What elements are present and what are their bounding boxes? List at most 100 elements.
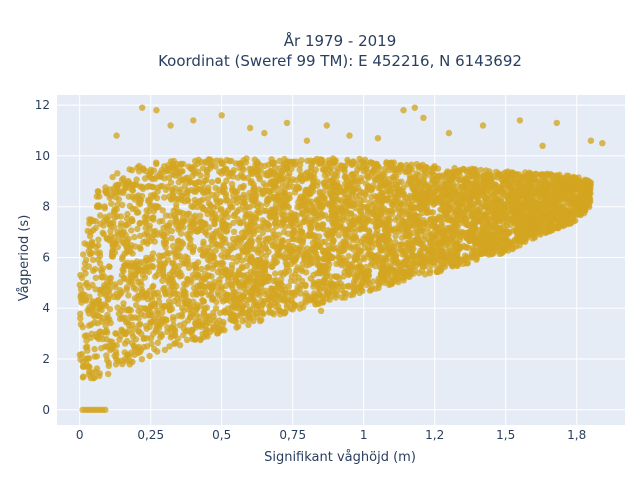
data-point [165, 174, 173, 181]
data-point [188, 203, 195, 210]
data-point [517, 207, 525, 214]
data-point [126, 361, 133, 368]
data-point [225, 293, 232, 301]
data-point [444, 216, 451, 224]
data-point [278, 242, 285, 249]
data-point [401, 259, 408, 266]
data-point [251, 267, 258, 274]
data-point [99, 315, 107, 322]
data-point [261, 162, 268, 170]
data-point [436, 172, 443, 179]
data-point [300, 303, 307, 311]
data-point [351, 281, 358, 288]
data-point [305, 231, 313, 239]
data-point [153, 159, 160, 166]
data-point [146, 237, 154, 245]
data-point [206, 248, 214, 255]
data-point [305, 209, 312, 216]
data-point [178, 295, 185, 302]
data-point [522, 198, 529, 205]
data-point [119, 255, 126, 263]
data-point [323, 270, 331, 277]
data-point [161, 302, 168, 310]
data-point [420, 236, 428, 243]
data-point [85, 310, 93, 317]
data-point [230, 228, 238, 235]
data-point [340, 165, 348, 172]
data-point [204, 195, 212, 202]
data-point [86, 220, 93, 227]
data-point [282, 255, 289, 262]
data-point [263, 200, 270, 208]
data-point [146, 352, 153, 360]
data-point [287, 305, 294, 312]
data-point [160, 285, 167, 293]
data-point [133, 176, 140, 183]
chart-title-line1: År 1979 - 2019 [284, 31, 397, 50]
data-point [421, 271, 429, 278]
data-point [321, 166, 328, 173]
data-point [218, 260, 225, 268]
data-point [354, 269, 361, 276]
data-point [160, 231, 167, 238]
data-point [411, 191, 418, 198]
data-point [302, 186, 309, 194]
data-point [275, 281, 282, 288]
data-point [450, 228, 457, 235]
data-point [259, 229, 266, 237]
data-point [296, 166, 303, 174]
data-point [185, 163, 192, 170]
data-point [469, 227, 477, 235]
data-point [534, 215, 541, 223]
data-point [197, 212, 204, 219]
data-point [105, 370, 112, 378]
data-point [489, 235, 496, 243]
data-point [89, 281, 96, 289]
data-point [129, 187, 137, 194]
data-point [93, 365, 101, 372]
data-point [101, 328, 109, 336]
data-point [86, 293, 93, 300]
data-point [219, 235, 227, 243]
data-point [450, 258, 457, 265]
data-point [403, 194, 410, 202]
data-point [456, 176, 463, 184]
data-point [396, 187, 404, 195]
data-point [279, 237, 286, 244]
data-point [376, 243, 384, 250]
data-point [122, 222, 130, 229]
data-point [542, 196, 549, 203]
data-point [242, 159, 250, 166]
data-point [85, 355, 93, 362]
data-point [302, 292, 309, 300]
data-point [264, 195, 271, 202]
data-point [264, 188, 272, 195]
data-point [253, 192, 260, 199]
data-point [498, 182, 505, 190]
data-point [282, 290, 289, 297]
data-point [174, 252, 181, 260]
data-point [221, 211, 228, 218]
data-point [154, 339, 161, 346]
data-point [532, 229, 540, 236]
data-point [337, 184, 344, 191]
data-point [91, 353, 98, 360]
data-point [116, 336, 123, 343]
data-point [231, 188, 239, 195]
data-point [185, 306, 192, 313]
data-point [228, 304, 235, 311]
data-point [202, 331, 210, 338]
data-point [165, 165, 172, 173]
data-point [482, 181, 489, 189]
data-point [474, 226, 482, 234]
data-point [112, 330, 119, 337]
data-point [334, 168, 341, 175]
data-point [118, 220, 125, 227]
data-point [229, 197, 237, 204]
data-point [128, 217, 135, 224]
data-point [229, 235, 237, 243]
data-point [307, 198, 315, 205]
data-point [208, 157, 215, 165]
data-point [165, 250, 173, 257]
data-point [311, 232, 319, 239]
